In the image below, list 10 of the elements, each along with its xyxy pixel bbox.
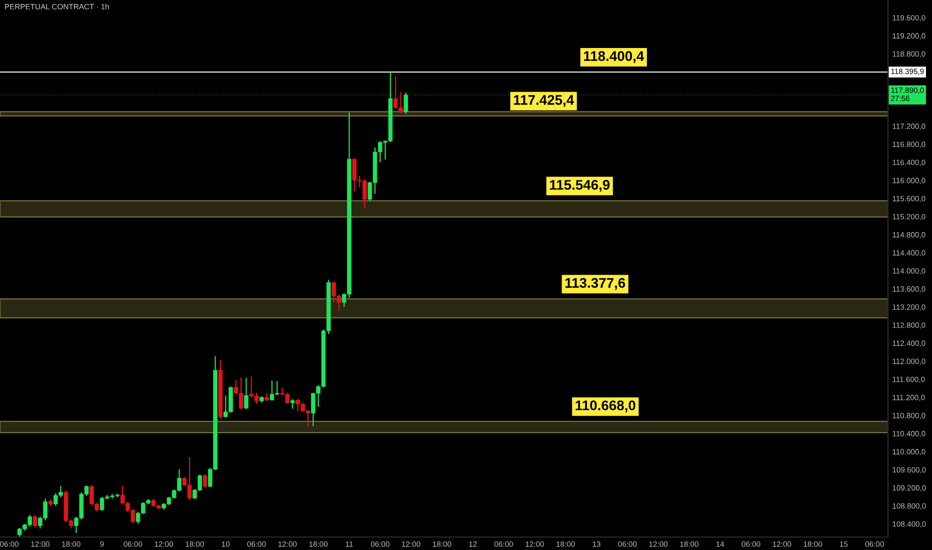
candlestick	[202, 474, 208, 488]
candlestick	[290, 398, 295, 410]
candlestick	[32, 514, 38, 528]
annotation: 110.668,0	[576, 400, 636, 412]
annotation: 113.377,6	[565, 278, 626, 290]
candlestick	[404, 92, 408, 114]
candlestick	[244, 377, 248, 410]
annotation: 115.546,9	[550, 180, 610, 192]
annotation: 118.400,4	[584, 51, 644, 63]
annotation: 117.425,4	[514, 95, 574, 107]
